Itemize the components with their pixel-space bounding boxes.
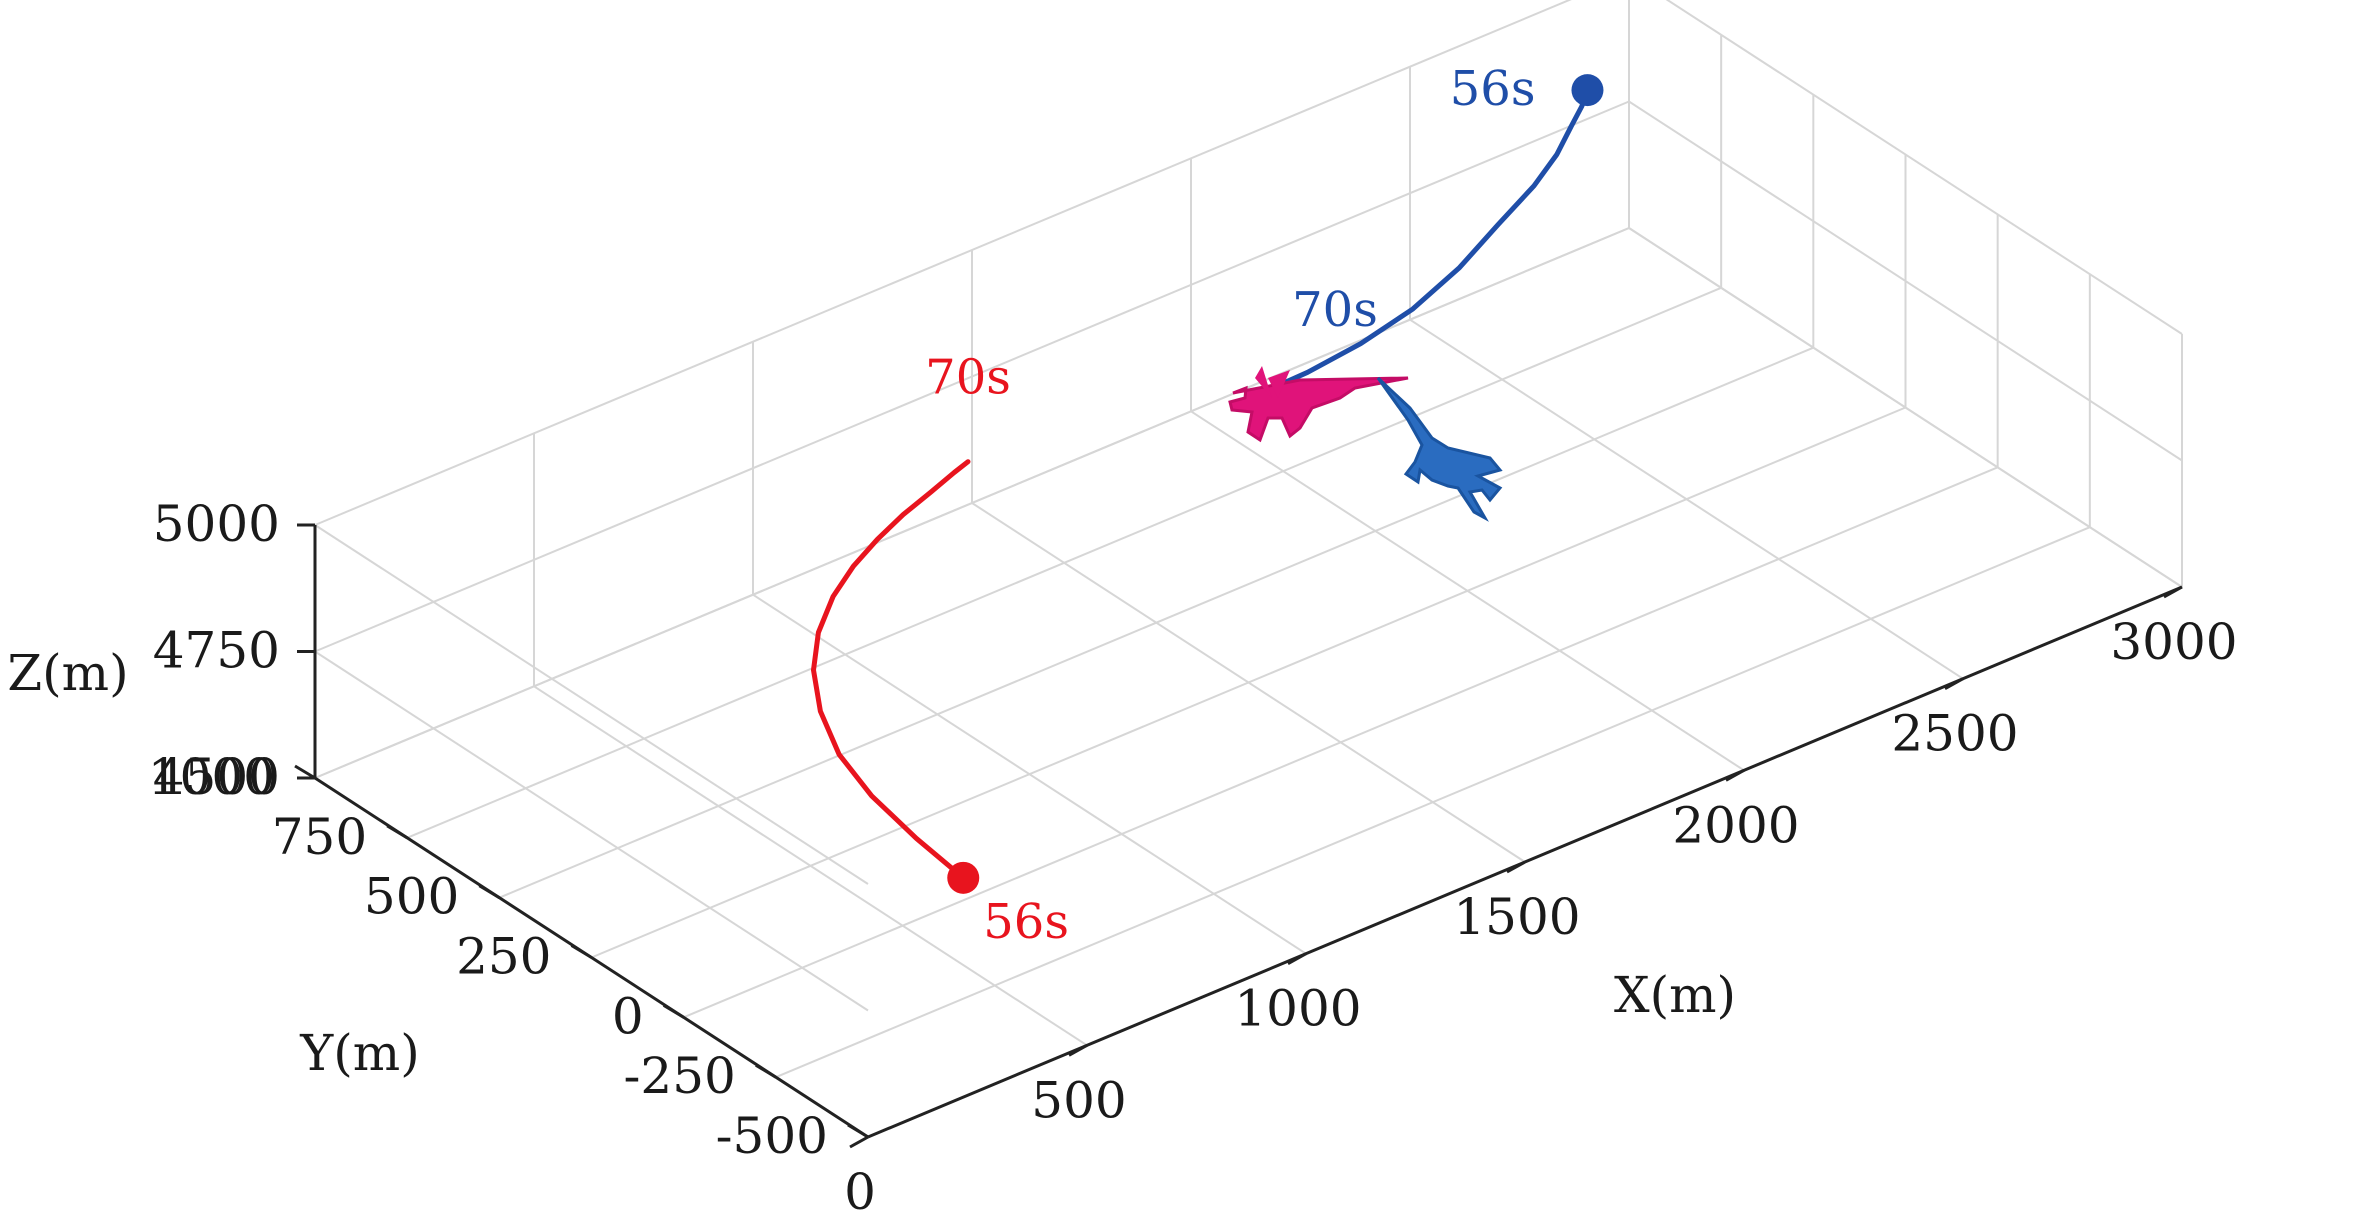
y-tick-mark: [662, 1004, 685, 1019]
blue-start-marker: [1571, 74, 1604, 107]
y-tick-label: -250: [623, 1047, 735, 1105]
x-tick-label: 0: [844, 1163, 876, 1216]
axes-layer: [294, 523, 2183, 1149]
x-tick-mark: [1287, 952, 1307, 965]
x-tick-mark: [2163, 585, 2183, 599]
red-start-marker: [947, 861, 980, 894]
grid-layer: [314, 0, 2183, 1138]
x-tick-label: 2000: [1672, 796, 1799, 854]
y-tick-label: 500: [364, 868, 459, 926]
y-tick-mark: [386, 824, 408, 840]
x-tick-label: 500: [1031, 1071, 1126, 1129]
side-wall-gridline-z: [1665, 0, 2183, 335]
blue-trajectory-line: [1252, 87, 1590, 399]
left-gridline-z: [314, 650, 869, 1012]
x-tick-label: 2500: [1891, 705, 2018, 763]
side-wall-gridline-z: [1628, 100, 2183, 462]
red-aircraft-icon: [1228, 366, 1409, 443]
z-tick-label: 5000: [153, 495, 280, 553]
y-tick-mark: [478, 884, 501, 899]
back-wall-gridline-z: [314, 0, 1572, 526]
y-tick-mark: [847, 1123, 869, 1139]
blue-time-label: 70s: [1292, 282, 1378, 338]
y-tick-label: 1000: [148, 748, 275, 806]
floor-gridline-y: [775, 526, 2091, 1079]
y-tick-label: -500: [716, 1107, 828, 1165]
blue-time-label: 56s: [1450, 61, 1536, 117]
blue-aircraft-icon: [1376, 376, 1503, 522]
x-tick-mark: [1506, 860, 1526, 874]
floor-gridline-y: [498, 346, 1814, 899]
x-tick-label: 1000: [1234, 980, 1361, 1038]
y-axis-label: Y(m): [299, 1024, 419, 1082]
x-tick-label: 3000: [2110, 613, 2237, 671]
back-wall-gridline-z: [314, 227, 1630, 779]
y-tick-mark: [755, 1063, 777, 1079]
x-tick-mark: [1944, 677, 1964, 690]
red-time-label: 56s: [983, 894, 1069, 950]
side-wall-gridline-z: [1628, 227, 2183, 588]
series-layer: 56s 70s 56s 70s: [811, 61, 1604, 950]
z-tick-label: 4500: [153, 748, 280, 806]
y-tick-label: 750: [272, 808, 367, 866]
back-wall-gridline-z: [314, 100, 1630, 653]
y-tick-label: 0: [612, 987, 644, 1045]
floor-gridline-y: [406, 286, 1722, 839]
tick-labels-layer: 050010001500200025003000-500-25002505007…: [148, 495, 2238, 1216]
floor-gridline-y: [683, 466, 1999, 1019]
x-tick-mark: [1725, 769, 1745, 782]
x-tick-label: 1500: [1453, 888, 1580, 946]
z-axis-label: Z(m): [7, 644, 128, 702]
z-tick-label: 4750: [153, 622, 280, 680]
x-tick-mark: [849, 1135, 869, 1149]
red-trajectory-line: [811, 459, 971, 881]
left-gridline-z: [314, 524, 869, 885]
y-tick-mark: [294, 764, 316, 780]
y-tick-mark: [570, 944, 593, 959]
floor-gridline-y: [591, 406, 1906, 959]
x-tick-mark: [1068, 1044, 1088, 1057]
red-time-label: 70s: [925, 350, 1011, 406]
y-tick-label: 250: [456, 928, 551, 986]
x-axis-label: X(m): [1614, 966, 1736, 1024]
